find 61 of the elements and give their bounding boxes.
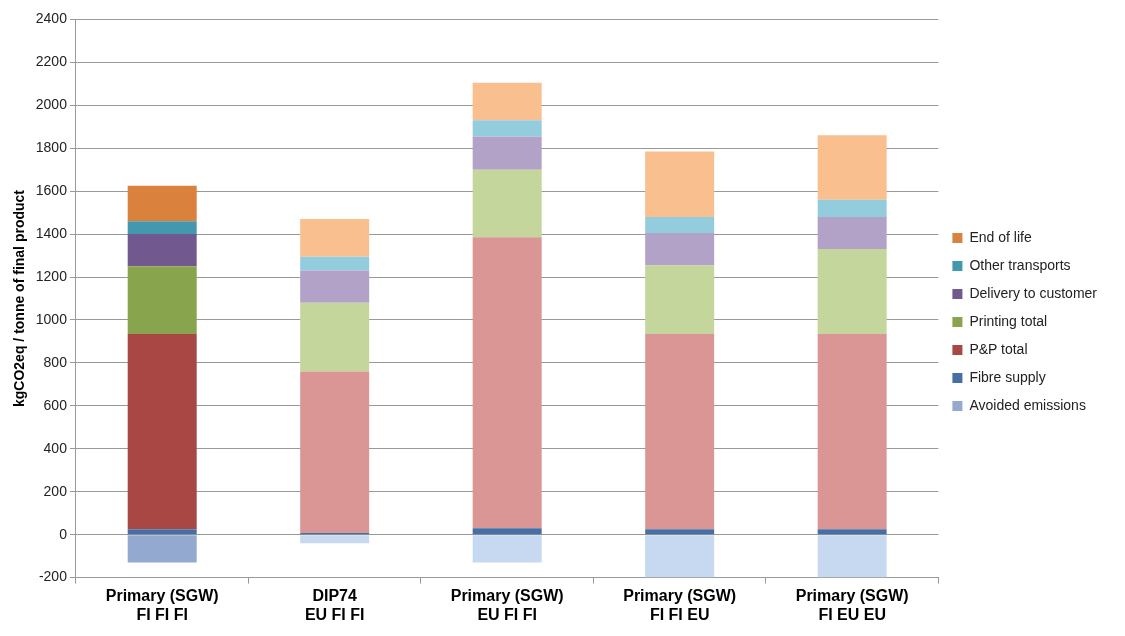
bar bbox=[300, 371, 370, 533]
y-tick-label: 2200 bbox=[35, 53, 68, 70]
bar bbox=[300, 219, 370, 257]
bar bbox=[645, 151, 715, 217]
bar bbox=[300, 302, 370, 372]
x-tick-label: Primary (SGW) FI EU EU bbox=[795, 586, 909, 623]
bar bbox=[645, 216, 715, 234]
bar bbox=[127, 529, 197, 535]
bar bbox=[127, 333, 197, 530]
y-tick-label: 1800 bbox=[35, 139, 68, 156]
bar bbox=[472, 535, 542, 563]
bar bbox=[472, 169, 542, 238]
legend-label: Printing total bbox=[969, 312, 1048, 329]
y-tick-label: 2400 bbox=[35, 10, 68, 27]
bar bbox=[300, 535, 370, 544]
y-tick-label: -200 bbox=[38, 568, 68, 585]
bar bbox=[127, 185, 197, 222]
bar bbox=[645, 535, 715, 578]
bar bbox=[817, 535, 887, 578]
bar bbox=[817, 249, 887, 334]
bar bbox=[817, 216, 887, 250]
bar bbox=[645, 333, 715, 530]
bar bbox=[817, 529, 887, 535]
bar bbox=[645, 265, 715, 334]
bar bbox=[300, 256, 370, 271]
bar bbox=[472, 237, 542, 529]
bar bbox=[817, 199, 887, 217]
bar bbox=[472, 528, 542, 535]
legend-label: Other transports bbox=[969, 256, 1071, 273]
y-tick-label: 1400 bbox=[35, 224, 68, 241]
legend-label: Delivery to customer bbox=[969, 284, 1098, 301]
bar bbox=[127, 221, 197, 235]
x-tick-label: Primary (SGW) EU FI FI bbox=[450, 586, 564, 623]
bar bbox=[300, 270, 370, 303]
bar bbox=[472, 82, 542, 121]
y-tick-label: 200 bbox=[43, 482, 68, 499]
bar bbox=[645, 233, 715, 266]
legend-label: P&P total bbox=[969, 340, 1028, 357]
x-tick-label: DIP74 EU FI FI bbox=[304, 586, 365, 623]
legend-label: Avoided emissions bbox=[969, 396, 1086, 413]
legend-label: Fibre supply bbox=[969, 368, 1046, 385]
bar bbox=[127, 234, 197, 267]
y-tick-label: 600 bbox=[43, 396, 68, 413]
y-tick-label: 800 bbox=[43, 353, 68, 370]
y-tick-label: 1600 bbox=[35, 182, 68, 199]
bar bbox=[127, 535, 197, 563]
y-tick-label: 400 bbox=[43, 439, 68, 456]
y-tick-label: 1000 bbox=[35, 310, 68, 327]
bar bbox=[472, 136, 542, 170]
y-axis-title: kgCO2eq / tonne of final product bbox=[11, 189, 28, 407]
y-tick-label: 2000 bbox=[35, 96, 68, 113]
y-tick-label: 1200 bbox=[35, 267, 68, 284]
x-tick-label: Primary (SGW) FI FI EU bbox=[623, 586, 737, 623]
bar bbox=[817, 135, 887, 200]
bar bbox=[472, 120, 542, 137]
legend-label: End of life bbox=[969, 228, 1032, 245]
x-tick-label: Primary (SGW) FI FI FI bbox=[105, 586, 219, 623]
bar bbox=[817, 333, 887, 530]
y-tick-label: 0 bbox=[59, 525, 68, 542]
bar bbox=[127, 266, 197, 334]
bar bbox=[645, 529, 715, 535]
